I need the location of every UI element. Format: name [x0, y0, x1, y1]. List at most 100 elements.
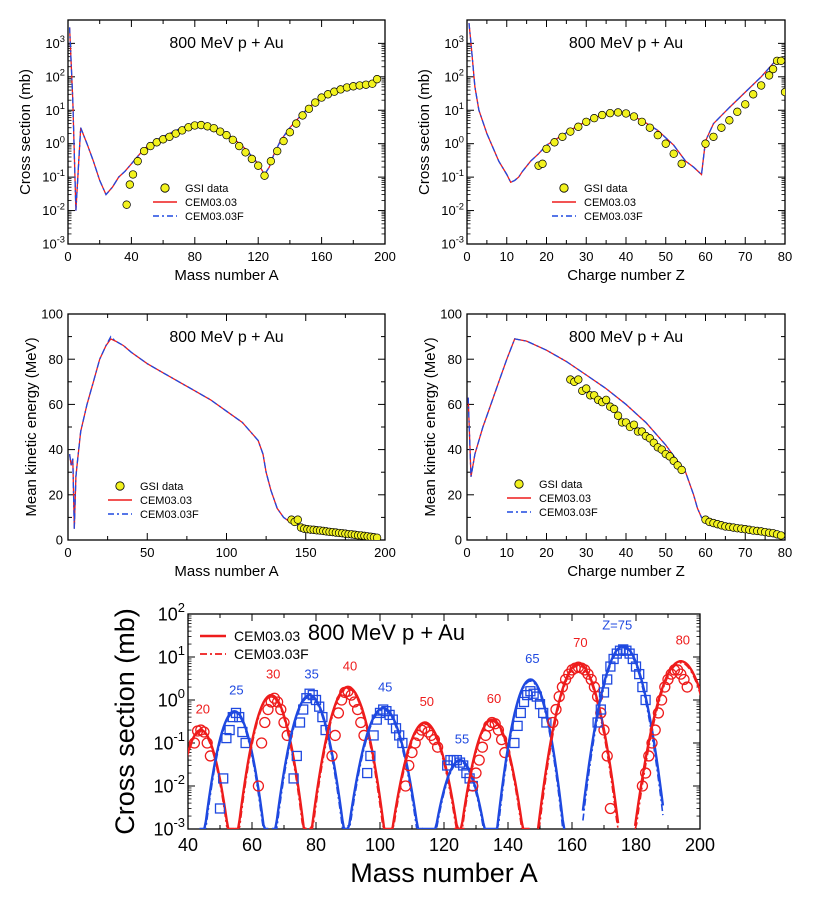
gsi-data-point	[574, 375, 583, 384]
y-tick-exponent: 2	[178, 600, 185, 615]
x-tick-label: 0	[463, 249, 470, 264]
isotope-data-point	[592, 717, 603, 728]
gsi-data-point	[733, 107, 742, 116]
gsi-data-point	[709, 132, 718, 142]
y-tick-label: 40	[49, 442, 63, 457]
legend-marker-gsi	[559, 183, 569, 193]
isotope-data-point	[639, 767, 652, 779]
gsi-data-point	[637, 117, 647, 126]
y-tick-label: 40	[448, 442, 462, 457]
isotope-data-point	[348, 696, 361, 708]
isotope-data-point	[365, 750, 376, 762]
x-tick-label: 160	[311, 249, 333, 264]
x-tick-label: 120	[429, 835, 459, 855]
isotope-data-point	[335, 694, 348, 706]
gsi-data-point	[629, 420, 639, 429]
isotope-data-point	[214, 803, 226, 814]
x-tick-label: 180	[621, 835, 651, 855]
x-tick-label: 0	[463, 545, 470, 560]
legend-label: GSI data	[140, 481, 184, 493]
isotope-data-point	[627, 653, 638, 665]
isotope-curve-cem	[309, 685, 386, 829]
y-tick-label: 10-2	[153, 772, 185, 796]
gsi-data-point	[661, 139, 670, 148]
isotope-data-point	[550, 703, 562, 716]
isotope-data-point	[252, 780, 265, 792]
panel-p5: 40 60 80 100 120 140 160 180 20010-310-210-11001…	[110, 600, 715, 888]
y-tick-exponent: 0	[60, 134, 65, 144]
y-tick-label: 0	[56, 533, 63, 548]
isotope-data-point	[608, 653, 619, 665]
isotope-data-point	[390, 723, 402, 734]
y-tick-label: 102	[444, 68, 464, 85]
gsi-data-point	[122, 200, 131, 209]
isotope-data-point	[224, 724, 235, 736]
isotope-data-point	[655, 694, 668, 706]
isotope-data-point	[368, 730, 379, 741]
isotope-data-point	[314, 701, 325, 712]
isotope-data-point	[624, 648, 635, 659]
isotope-data-point	[601, 750, 613, 762]
gsi-data-point	[741, 100, 750, 109]
isotope-data-point	[294, 717, 306, 728]
gsi-data-point	[241, 148, 250, 157]
isotope-data-point	[541, 717, 552, 728]
isotope-data-point	[329, 729, 341, 742]
series-group	[468, 23, 785, 184]
isotope-data-point	[326, 750, 338, 762]
gsi-data-point	[653, 131, 662, 140]
legend-label: CEM03.03F	[539, 507, 598, 519]
isotope-data-point	[643, 750, 655, 762]
isotope-data-point	[378, 704, 389, 715]
legend-marker-gsi	[514, 479, 524, 489]
isotope-data-point	[467, 780, 479, 792]
legend-label: CEM03.03F	[140, 509, 199, 521]
isotope-data-point	[237, 726, 248, 738]
gsi-data-point	[558, 132, 567, 142]
isotope-data-point	[188, 737, 201, 749]
y-tick-label: 100	[41, 307, 63, 322]
y-tick-base: 10	[158, 604, 178, 624]
y-tick-label: 103	[444, 34, 464, 51]
y-tick-base: 10	[158, 690, 178, 710]
x-tick-label: 80	[188, 249, 202, 264]
panel-p4: 0 10 20 30 40 50 60 70 80 0 20 40 60 80 100 Charge numb…	[422, 307, 792, 580]
legend-label: CEM03.03	[539, 493, 591, 505]
y-tick-label: 100	[444, 134, 464, 151]
y-tick-label: 10-1	[441, 168, 464, 185]
isotope-data-point	[278, 716, 290, 729]
y-tick-base: 10	[444, 69, 458, 84]
y-tick-exponent: 2	[60, 68, 65, 78]
y-tick-exponent: 2	[459, 68, 464, 78]
x-tick-label: 60	[698, 545, 712, 560]
y-tick-base: 10	[45, 136, 59, 151]
gsi-data-point	[273, 146, 282, 156]
isotope-data-point	[531, 691, 542, 702]
x-axis-label: Mass number A	[350, 858, 538, 888]
y-axis-label: Cross section (mb)	[416, 69, 433, 195]
gsi-data-point	[372, 75, 382, 84]
x-tick-label: 70	[738, 249, 752, 264]
chart-title: 800 MeV p + Au	[169, 329, 283, 346]
x-tick-label: 150	[295, 545, 317, 560]
panel-p1: 0 40 80 120 160 20010-310-210-1100101102103Ma…	[17, 19, 396, 284]
isotope-data-point	[649, 724, 661, 736]
x-tick-label: 200	[374, 249, 396, 264]
isotope-data-point	[476, 741, 489, 753]
isotope-data-point	[412, 729, 425, 742]
y-tick-exponent: -1	[57, 168, 65, 178]
legend: GSI data CEM03.03 CEM03.03F	[552, 183, 643, 223]
y-tick-exponent: 0	[178, 686, 185, 701]
isotope-data-point	[262, 703, 274, 716]
x-tick-label: 80	[778, 545, 792, 560]
y-tick-exponent: 1	[459, 101, 464, 111]
legend-label: CEM03.03	[584, 197, 636, 209]
y-tick-exponent: -3	[456, 235, 464, 245]
x-tick-label: 10	[500, 249, 514, 264]
isotope-data-point	[489, 718, 501, 730]
isotope-data-point	[559, 673, 572, 686]
y-tick-base: 10	[441, 170, 455, 185]
isotope-curve-cemf	[634, 662, 700, 829]
gsi-data-point	[209, 124, 218, 133]
isotope-label: 50	[420, 694, 434, 709]
